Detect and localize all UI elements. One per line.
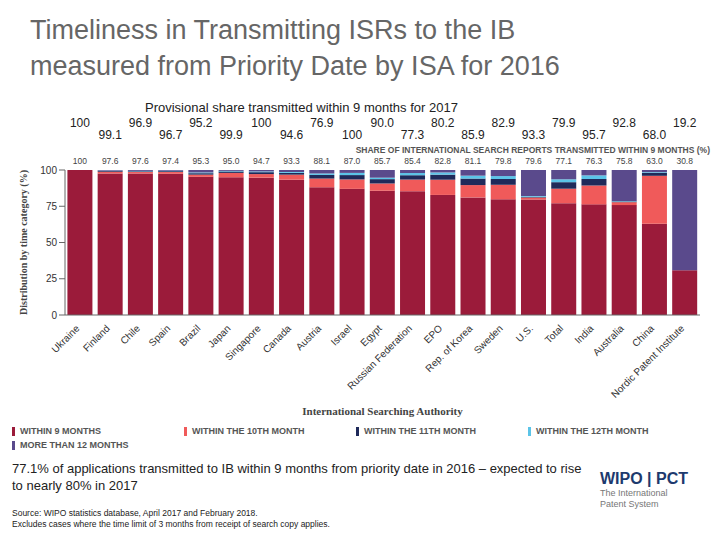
svg-text:85.7: 85.7 [374,156,391,166]
svg-text:97.6: 97.6 [102,156,119,166]
svg-text:Egypt: Egypt [358,322,384,348]
html-text:WIPO | PCT: WIPO | PCT [600,470,688,487]
svg-text:95.7: 95.7 [582,128,606,142]
svg-text:100: 100 [251,116,271,130]
svg-text:95.0: 95.0 [223,156,240,166]
svg-text:95.3: 95.3 [193,156,210,166]
svg-text:Singapore: Singapore [223,322,263,362]
svg-text:94.6: 94.6 [280,128,304,142]
svg-text:U.S.: U.S. [514,323,536,345]
svg-text:99.1: 99.1 [98,128,122,142]
svg-text:Chile: Chile [118,322,142,346]
svg-text:77.1: 77.1 [555,156,572,166]
svg-text:100: 100 [70,116,90,130]
svg-text:International Searching Author: International Searching Authority [302,405,463,417]
svg-text:79.6: 79.6 [525,156,542,166]
svg-text:Ukraine: Ukraine [49,322,81,354]
svg-text:68.0: 68.0 [643,128,667,142]
svg-text:Sweden: Sweden [472,323,505,356]
svg-text:93.3: 93.3 [522,128,546,142]
svg-text:96.9: 96.9 [129,116,153,130]
html-text:Provisional share transmitted: Provisional share transmitted within 9 m… [145,100,458,115]
svg-text:Japan: Japan [206,323,233,350]
html-text:Timeliness in Transmitting ISR: Timeliness in Transmitting ISRs to the I… [30,15,560,81]
svg-text:87.0: 87.0 [344,156,361,166]
svg-text:Australia: Australia [591,322,627,358]
svg-text:Rep. of Korea: Rep. of Korea [423,322,475,374]
svg-text:Finland: Finland [81,323,112,354]
svg-text:75: 75 [46,201,58,212]
svg-text:81.1: 81.1 [465,156,482,166]
svg-text:77.3: 77.3 [401,128,425,142]
html-text:The International Patent Syste: The International Patent System [600,488,668,509]
html-text:WITHIN THE 10TH MONTH: WITHIN THE 10TH MONTH [192,426,305,436]
svg-text:100: 100 [342,128,362,142]
html-text:WITHIN THE 11TH MONTH: WITHIN THE 11TH MONTH [364,426,476,436]
html-text:Source: WIPO statistics databa: Source: WIPO statistics database, April … [12,508,258,518]
svg-text:Brazil: Brazil [177,323,202,348]
svg-text:93.3: 93.3 [283,156,300,166]
svg-text:97.4: 97.4 [162,156,179,166]
svg-text:Canada: Canada [261,322,294,355]
svg-text:76.3: 76.3 [586,156,603,166]
html-text:77.1% of applications transmit: 77.1% of applications transmitted to IB … [12,461,582,493]
svg-text:75.8: 75.8 [616,156,633,166]
html-text:Excludes cases where the time: Excludes cases where the time limit of 3… [12,519,330,529]
svg-text:99.9: 99.9 [219,128,243,142]
svg-text:Russian Federation: Russian Federation [345,323,414,392]
svg-text:63.0: 63.0 [646,156,663,166]
svg-text:92.8: 92.8 [613,116,637,130]
svg-text:90.0: 90.0 [371,116,395,130]
svg-text:76.9: 76.9 [310,116,334,130]
svg-text:50: 50 [46,237,58,248]
svg-text:Austria: Austria [294,322,324,352]
svg-text:94.7: 94.7 [253,156,270,166]
svg-text:85.9: 85.9 [461,128,485,142]
svg-text:80.2: 80.2 [431,116,455,130]
svg-text:82.8: 82.8 [435,156,452,166]
svg-text:India: India [572,322,595,345]
svg-text:82.9: 82.9 [492,116,516,130]
html-text:WITHIN THE 12TH MONTH: WITHIN THE 12TH MONTH [536,426,649,436]
svg-text:Israel: Israel [329,323,354,348]
svg-text:0: 0 [51,310,57,321]
svg-text:97.6: 97.6 [132,156,149,166]
svg-text:96.7: 96.7 [159,128,183,142]
svg-text:China: China [630,322,657,349]
svg-text:79.8: 79.8 [495,156,512,166]
svg-text:79.9: 79.9 [552,116,576,130]
svg-text:Distribution by time category: Distribution by time category (%) [18,170,30,315]
svg-text:Nordic Patent Institute: Nordic Patent Institute [609,322,687,400]
svg-text:100: 100 [40,165,57,176]
svg-text:100: 100 [73,156,87,166]
svg-text:88.1: 88.1 [314,156,331,166]
html-text:SHARE OF INTERNATIONAL SEARCH: SHARE OF INTERNATIONAL SEARCH REPORTS TR… [355,145,710,155]
svg-text:EPO: EPO [422,322,445,345]
html-text:MORE THAN 12 MONTHS: MORE THAN 12 MONTHS [20,440,129,450]
svg-text:Total: Total [543,323,566,346]
svg-text:85.4: 85.4 [404,156,421,166]
svg-text:30.8: 30.8 [676,156,693,166]
svg-text:19.2: 19.2 [673,116,697,130]
html-text:WITHIN 9 MONTHS: WITHIN 9 MONTHS [20,426,101,436]
svg-text:Spain: Spain [146,323,172,349]
svg-text:95.2: 95.2 [189,116,213,130]
svg-text:25: 25 [46,273,58,284]
